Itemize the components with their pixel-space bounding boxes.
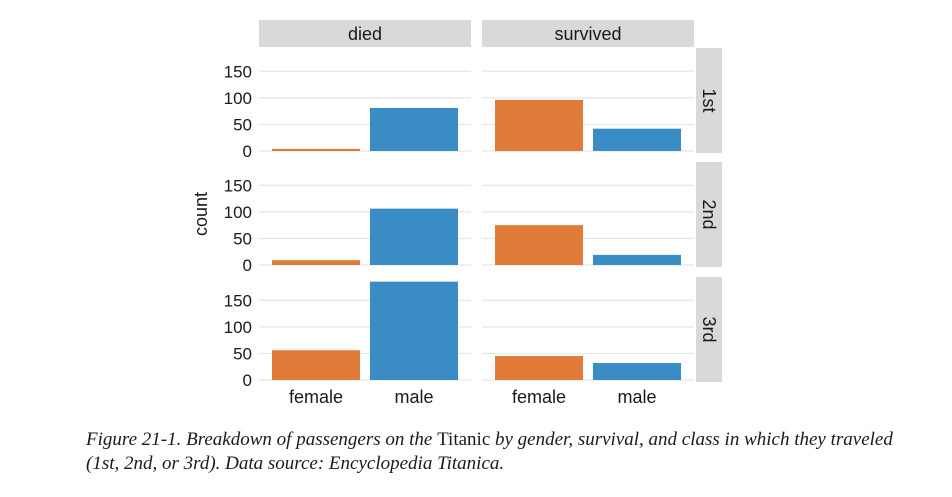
y-tick-label: 50 <box>233 229 252 248</box>
facet-strip-1st <box>696 48 722 153</box>
y-tick-label: 0 <box>243 256 252 275</box>
bar-2nd-died-female <box>272 260 360 265</box>
x-tick-label-male: male <box>617 387 656 407</box>
bar-3rd-survived-male <box>593 362 681 380</box>
y-tick-label: 50 <box>233 115 252 134</box>
y-tick-label: 50 <box>233 344 252 363</box>
facet-label-died: died <box>348 24 382 44</box>
bar-1st-died-female <box>272 148 360 151</box>
bar-2nd-survived-male <box>593 254 681 265</box>
figure-caption: Figure 21-1. Breakdown of passengers on … <box>86 428 926 476</box>
x-tick-label-male: male <box>394 387 433 407</box>
facet-label-2nd: 2nd <box>699 199 719 229</box>
y-tick-label: 150 <box>224 62 252 81</box>
facet-strip-survived <box>482 20 694 47</box>
facet-strip-died <box>259 20 471 47</box>
caption-prefix: Figure 21-1. Breakdown of passengers on … <box>86 429 438 450</box>
caption-emphasis: Titanic <box>437 429 491 450</box>
bar-1st-survived-female <box>495 99 583 151</box>
bar-2nd-died-male <box>370 208 458 265</box>
facet-label-3rd: 3rd <box>699 316 719 342</box>
facet-label-survived: survived <box>554 24 621 44</box>
y-tick-label: 100 <box>224 318 252 337</box>
y-tick-label: 0 <box>243 371 252 390</box>
y-tick-label: 0 <box>243 142 252 161</box>
facet-strip-3rd <box>696 277 722 382</box>
bar-3rd-died-male <box>370 281 458 380</box>
y-tick-label: 150 <box>224 291 252 310</box>
x-tick-label-female: female <box>512 387 566 407</box>
y-tick-label: 100 <box>224 203 252 222</box>
bar-1st-survived-male <box>593 128 681 151</box>
facet-label-1st: 1st <box>699 88 719 112</box>
y-axis-title: count <box>191 192 211 236</box>
caption-suffix: by gender, survival, and class in which … <box>86 429 893 474</box>
bar-3rd-died-female <box>272 350 360 380</box>
faceted-bar-chart: died survived 1st 2nd 3rd 0 50 100 150 0 50 100 150 0… <box>191 20 722 407</box>
y-tick-label: 100 <box>224 89 252 108</box>
y-tick-label: 150 <box>224 176 252 195</box>
x-tick-label-female: female <box>289 387 343 407</box>
bar-3rd-survived-female <box>495 356 583 380</box>
bar-2nd-survived-female <box>495 225 583 265</box>
bar-1st-died-male <box>370 107 458 151</box>
facet-strip-2nd <box>696 162 722 267</box>
